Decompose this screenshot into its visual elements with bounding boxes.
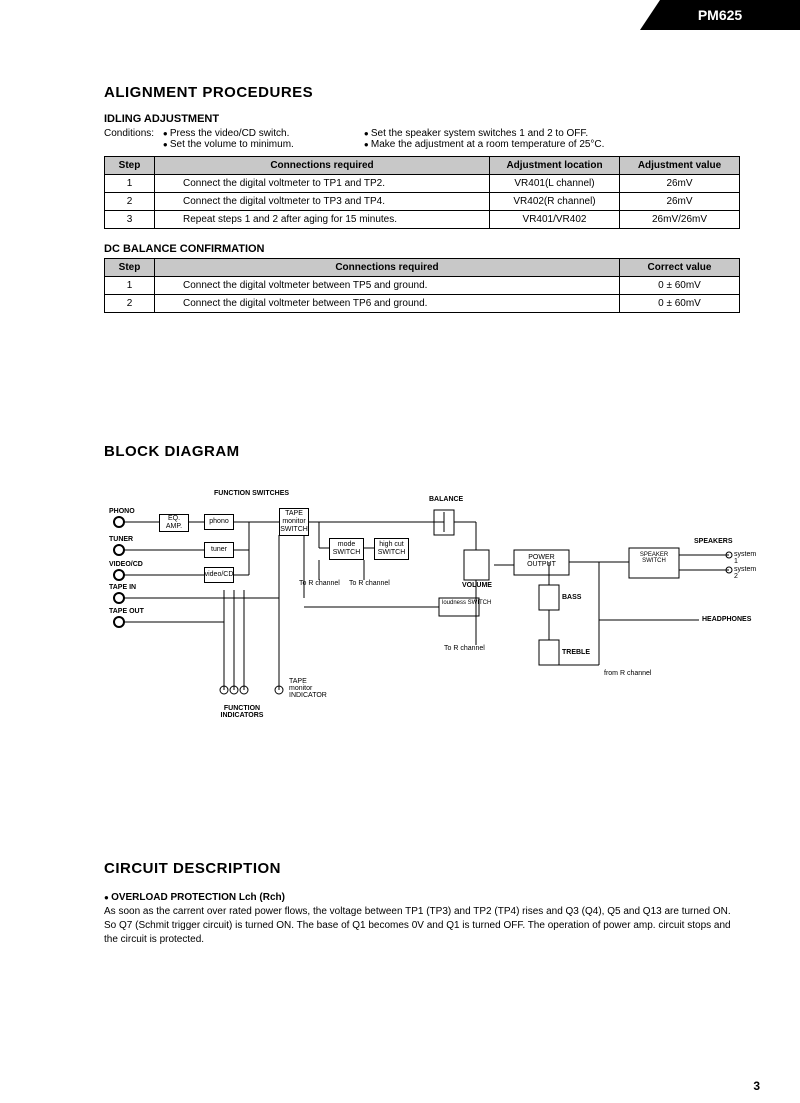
box-phono-sw: phono [204, 514, 234, 530]
idling-th-step: Step [105, 157, 155, 175]
page-number: 3 [753, 1079, 760, 1093]
idling-table: Step Connections required Adjustment loc… [104, 156, 740, 229]
cond-right-1: Set the speaker system switches 1 and 2 … [364, 128, 605, 139]
cell-corr: 0 ± 60mV [620, 277, 740, 295]
lbl-torch2: To R channel [349, 580, 390, 587]
cell-conn: Connect the digital voltmeter to TP3 and… [155, 193, 490, 211]
block-diagram-title: BLOCK DIAGRAM [104, 443, 740, 460]
lbl-treble: TREBLE [562, 649, 590, 656]
cell-step: 1 [105, 175, 155, 193]
block-diagram: FUNCTION SWITCHES PHONO TUNER VIDEO/CD T… [104, 490, 740, 740]
cell-step: 1 [105, 277, 155, 295]
lbl-tapein: TAPE IN [109, 584, 136, 591]
idling-th-loc: Adjustment location [490, 157, 620, 175]
lbl-power: POWER OUTPUT [519, 554, 564, 568]
lbl-torch3: To R channel [444, 645, 485, 652]
cell-conn: Connect the digital voltmeter between TP… [155, 295, 620, 313]
dc-th-step: Step [105, 259, 155, 277]
dc-th-conn: Connections required [155, 259, 620, 277]
lbl-loudness: loudness SWITCH [442, 600, 491, 606]
dc-th-corr: Correct value [620, 259, 740, 277]
box-mode: mode SWITCH [329, 538, 364, 560]
cell-step: 2 [105, 193, 155, 211]
lbl-volume: VOLUME [462, 582, 492, 589]
lbl-phono: PHONO [109, 508, 135, 515]
cell-step: 3 [105, 211, 155, 229]
lbl-headphones: HEADPHONES [702, 616, 751, 623]
box-vcd-sw: video/CD [204, 567, 234, 583]
cell-conn: Repeat steps 1 and 2 after aging for 15 … [155, 211, 490, 229]
table-row: 1Connect the digital voltmeter to TP1 an… [105, 175, 740, 193]
dc-title: DC BALANCE CONFIRMATION [104, 243, 740, 255]
idling-th-val: Adjustment value [620, 157, 740, 175]
cell-corr: 0 ± 60mV [620, 295, 740, 313]
lbl-torch1: To R channel [299, 580, 340, 587]
table-row: 2Connect the digital voltmeter between T… [105, 295, 740, 313]
table-row: 2Connect the digital voltmeter to TP3 an… [105, 193, 740, 211]
cell-loc: VR401/VR402 [490, 211, 620, 229]
circuit-body: As soon as the carrent over rated power … [104, 905, 740, 947]
conditions-label: Conditions: [104, 128, 154, 139]
lbl-tapeind: TAPE monitor INDICATOR [289, 678, 329, 699]
idling-th-conn: Connections required [155, 157, 490, 175]
model-tab: PM625 [640, 0, 800, 30]
lbl-videocd: VIDEO/CD [109, 561, 143, 568]
box-highcut: high cut SWITCH [374, 538, 409, 560]
cell-step: 2 [105, 295, 155, 313]
box-tuner-sw: tuner [204, 542, 234, 558]
lbl-funcind: FUNCTION INDICATORS [212, 705, 272, 719]
box-eq: EQ. AMP. [159, 514, 189, 532]
lbl-func-sw: FUNCTION SWITCHES [214, 490, 289, 497]
lbl-sys2: system 2 [734, 566, 756, 580]
lbl-speakers: SPEAKERS [694, 538, 733, 545]
cell-conn: Connect the digital voltmeter to TP1 and… [155, 175, 490, 193]
diagram-lines [104, 490, 744, 740]
lbl-tapeout: TAPE OUT [109, 608, 144, 615]
cell-loc: VR402(R channel) [490, 193, 620, 211]
circuit-title: CIRCUIT DESCRIPTION [104, 860, 740, 877]
lbl-speaker-sw: SPEAKER SWITCH [632, 552, 676, 564]
conditions-block: Conditions: Press the video/CD switch. S… [104, 128, 740, 150]
cell-val: 26mV [620, 175, 740, 193]
lbl-fromr: from R channel [604, 670, 651, 677]
alignment-title: ALIGNMENT PROCEDURES [104, 84, 740, 101]
lbl-balance: BALANCE [429, 496, 463, 503]
dc-table: Step Connections required Correct value … [104, 258, 740, 313]
box-tapemon: TAPE monitor SWITCH [279, 508, 309, 536]
cell-val: 26mV [620, 193, 740, 211]
cond-right-2: Make the adjustment at a room temperatur… [364, 139, 605, 150]
lbl-bass: BASS [562, 594, 581, 601]
table-row: 1Connect the digital voltmeter between T… [105, 277, 740, 295]
cell-conn: Connect the digital voltmeter between TP… [155, 277, 620, 295]
cond-left-1: Press the video/CD switch. [163, 128, 294, 139]
idling-title: IDLING ADJUSTMENT [104, 113, 740, 125]
cond-left-2: Set the volume to minimum. [163, 139, 294, 150]
lbl-tuner: TUNER [109, 536, 133, 543]
table-row: 3Repeat steps 1 and 2 after aging for 15… [105, 211, 740, 229]
lbl-sys1: system 1 [734, 551, 756, 565]
circuit-sub: OVERLOAD PROTECTION Lch (Rch) [104, 891, 740, 905]
cell-loc: VR401(L channel) [490, 175, 620, 193]
cell-val: 26mV/26mV [620, 211, 740, 229]
